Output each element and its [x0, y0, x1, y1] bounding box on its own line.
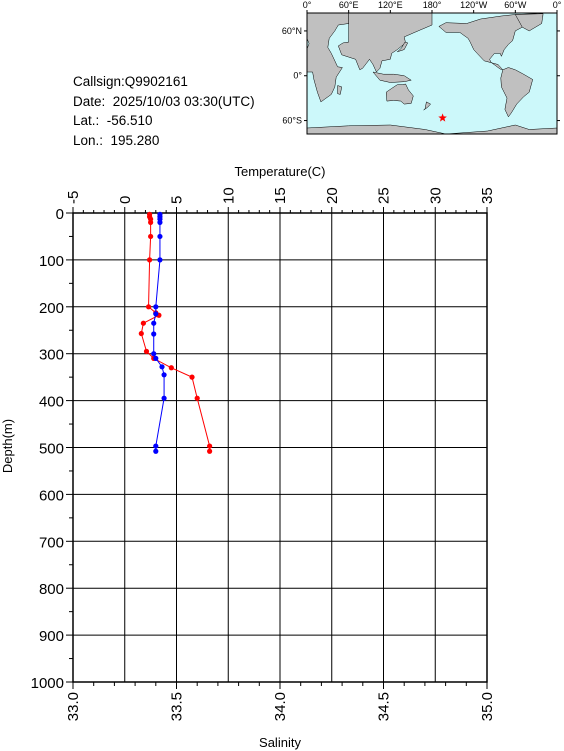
top-tick-label: 25 [376, 187, 393, 204]
salinity-point [153, 304, 159, 310]
temperature-point [207, 443, 213, 449]
date-text: Date: 2025/10/03 03:30(UTC) [73, 93, 255, 109]
callsign-text: Callsign:Q9902161 [73, 74, 188, 89]
bottom-tick-label: 33.0 [65, 692, 82, 721]
top-tick-label: 30 [427, 187, 444, 204]
salinity-point [153, 448, 159, 454]
depth-tick-label: 800 [39, 581, 64, 598]
temperature-point [146, 257, 153, 263]
top-tick-label: 0 [117, 196, 134, 204]
salinity-point [153, 311, 159, 317]
top-tick-label: 20 [324, 187, 341, 204]
depth-tick-label: 600 [39, 487, 64, 504]
depth-tick-label: 200 [39, 300, 64, 317]
top-tick-label: 35 [479, 187, 496, 204]
salinity-point [151, 331, 157, 337]
y-axis-title: Depth(m) [0, 419, 15, 473]
temperature-point [148, 219, 154, 225]
depth-tick-label: 300 [39, 347, 64, 364]
temperature-point [140, 320, 146, 326]
salinity-point [151, 320, 157, 326]
bottom-tick-label: 35.0 [479, 692, 496, 721]
depth-tick-label: 100 [39, 253, 64, 270]
salinity-point [159, 364, 165, 370]
temperature-point [207, 448, 213, 454]
temperature-point [168, 365, 174, 371]
salinity-point [157, 257, 163, 263]
float-info: Callsign:Q9902161 Date: 2025/10/03 03:30… [73, 72, 255, 150]
bottom-tick-label: 34.5 [376, 692, 393, 721]
salinity-point [157, 219, 163, 225]
chart-series [138, 211, 213, 454]
temperature-point [148, 233, 154, 240]
depth-tick-label: 1000 [31, 675, 64, 692]
bottom-tick-label: 34.0 [272, 692, 289, 721]
lat-text: Lat.: -56.510 [73, 113, 153, 128]
depth-tick-label: 500 [39, 441, 64, 458]
temperature-point [189, 374, 195, 380]
top-tick-label: 10 [220, 187, 237, 204]
salinity-point [161, 372, 167, 378]
depth-tick-label: 700 [39, 534, 64, 551]
depth-tick-label: 0 [56, 206, 64, 223]
salinity-point [153, 355, 159, 361]
top-tick-label: 15 [272, 187, 289, 204]
temperature-point [145, 304, 152, 310]
top-axis-title: Temperature(C) [234, 164, 325, 179]
temperature-point [194, 395, 200, 401]
salinity-point [153, 443, 159, 449]
salinity-point [151, 351, 157, 357]
depth-tick-label: 400 [39, 394, 64, 411]
salinity-point [157, 233, 163, 240]
salinity-point [161, 395, 167, 401]
temperature-point [138, 330, 144, 337]
temperature-point [143, 348, 150, 354]
bottom-axis-title: Salinity [259, 735, 301, 750]
top-tick-label: 5 [169, 196, 186, 204]
bottom-tick-label: 33.5 [169, 692, 186, 721]
depth-tick-label: 900 [39, 628, 64, 645]
top-tick-label: -5 [65, 191, 82, 204]
chart-grid [72, 212, 488, 683]
lon-text: Lon.: 195.280 [73, 132, 160, 148]
